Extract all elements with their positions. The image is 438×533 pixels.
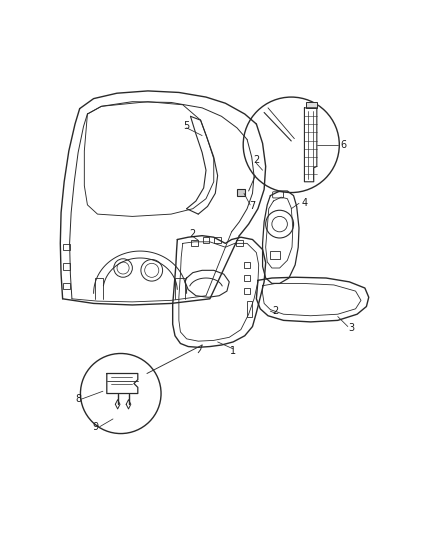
Bar (305, 102, 316, 108)
Bar (247, 301, 251, 317)
Text: 8: 8 (75, 394, 81, 404)
Text: 4: 4 (300, 198, 307, 208)
Bar (63, 282, 70, 289)
FancyBboxPatch shape (272, 192, 283, 198)
Text: 5: 5 (183, 122, 189, 131)
Text: 2: 2 (189, 229, 195, 239)
Text: 2: 2 (253, 155, 259, 165)
Bar (214, 237, 221, 244)
Bar (63, 263, 70, 270)
Text: 7: 7 (249, 201, 255, 212)
Text: 3: 3 (347, 323, 353, 333)
Bar (244, 262, 250, 268)
Text: 2: 2 (272, 306, 278, 316)
Bar (202, 237, 209, 244)
Bar (63, 244, 70, 251)
Bar (270, 251, 279, 259)
Text: 1: 1 (230, 346, 236, 356)
Bar (237, 189, 244, 196)
Bar (244, 288, 250, 294)
Bar (235, 240, 242, 246)
Bar (191, 240, 198, 246)
Text: 9: 9 (92, 422, 98, 432)
Bar (244, 275, 250, 281)
Text: 6: 6 (339, 140, 346, 150)
